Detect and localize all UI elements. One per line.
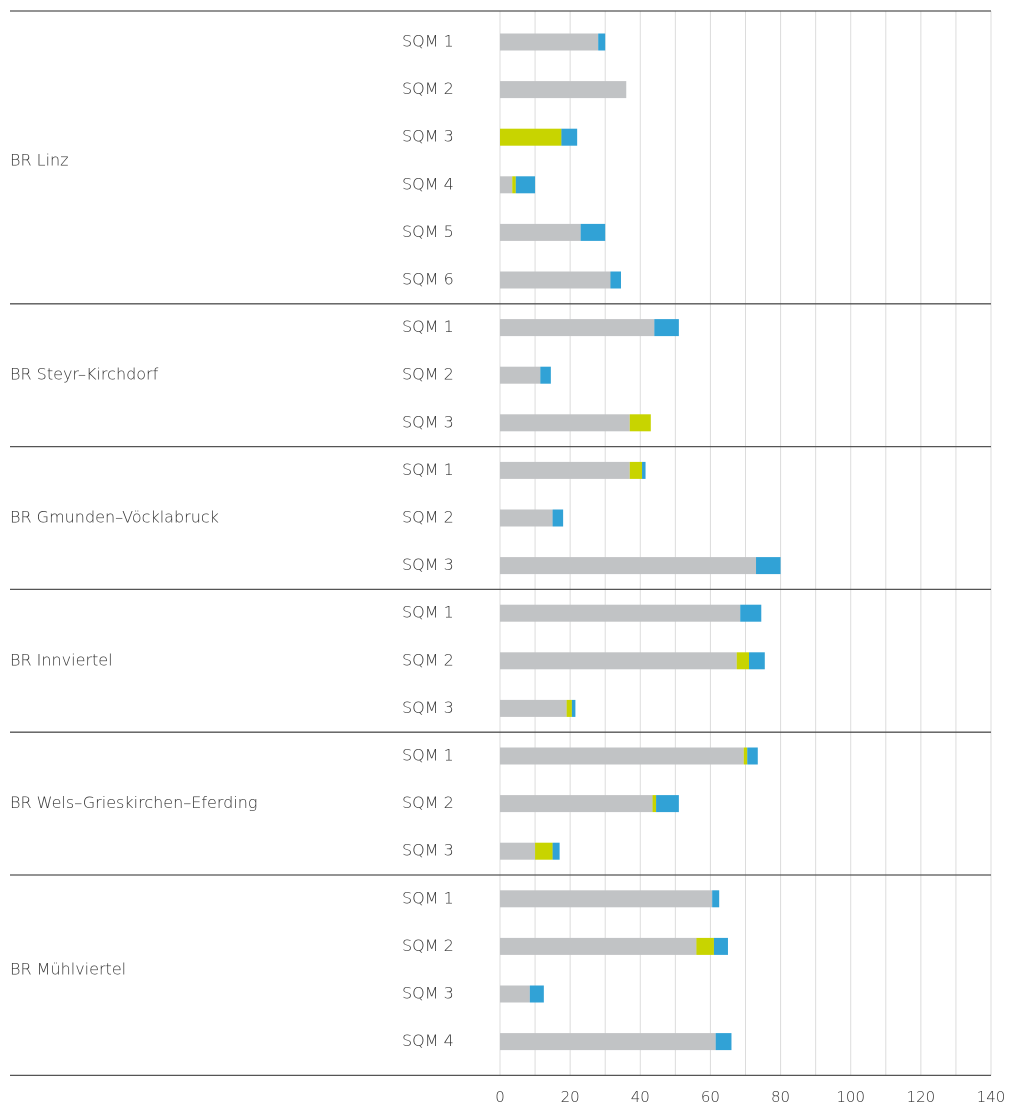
bar-segment xyxy=(500,557,757,575)
group-label: BR Steyr–Kirchdorf xyxy=(10,365,159,384)
category-label: SQM 2 xyxy=(402,936,454,955)
bar-segment xyxy=(512,176,516,194)
category-label: SQM 3 xyxy=(402,984,454,1003)
bar-segment xyxy=(500,509,553,527)
bar-segment xyxy=(629,461,643,479)
category-label: SQM 1 xyxy=(402,460,454,479)
bar-segment xyxy=(500,271,611,289)
bar-segment xyxy=(500,604,741,622)
bar-segment xyxy=(500,366,541,384)
bar-segment xyxy=(500,128,562,146)
group-label: BR Gmunden–Vöcklabruck xyxy=(10,508,219,527)
bar-segment xyxy=(747,747,758,765)
bar-segment xyxy=(500,176,513,194)
bar-segment xyxy=(500,81,627,99)
bar-segment xyxy=(629,414,651,432)
bar-segment xyxy=(500,937,697,955)
category-label: SQM 2 xyxy=(402,650,454,669)
bar-segment xyxy=(535,842,553,860)
bar-segment xyxy=(656,795,679,813)
bar-segment xyxy=(500,795,653,813)
bar-segment xyxy=(580,223,606,241)
category-label: SQM 6 xyxy=(402,270,454,289)
category-label: SQM 2 xyxy=(402,793,454,812)
bar-segment xyxy=(500,223,581,241)
bar-segment xyxy=(713,937,728,955)
bar-segment xyxy=(740,604,762,622)
bar-segment xyxy=(529,985,544,1003)
category-label: SQM 1 xyxy=(402,888,454,907)
bar-segment xyxy=(654,319,679,337)
category-label: SQM 1 xyxy=(402,317,454,336)
category-label: SQM 1 xyxy=(402,603,454,622)
category-label: SQM 4 xyxy=(402,1031,454,1050)
bar-segment xyxy=(571,699,576,717)
x-tick-label: 20 xyxy=(561,1088,580,1106)
bar-segment xyxy=(500,747,744,765)
group-label: BR Mühlviertel xyxy=(10,960,126,979)
category-label: SQM 1 xyxy=(402,746,454,765)
bar-segment xyxy=(610,271,621,289)
bar-segment xyxy=(500,985,530,1003)
bar-segment xyxy=(500,890,713,908)
bar-segment xyxy=(566,699,572,717)
bar-segment xyxy=(756,557,781,575)
bar-segment xyxy=(552,842,560,860)
bar-segment xyxy=(500,699,567,717)
bar-segment xyxy=(500,414,630,432)
category-label: SQM 2 xyxy=(402,79,454,98)
group-label: BR Wels–Grieskirchen–Eferding xyxy=(10,793,257,812)
bar-segment xyxy=(743,747,748,765)
x-tick-label: 120 xyxy=(907,1088,936,1106)
bar-segment xyxy=(500,842,536,860)
category-label: SQM 3 xyxy=(402,555,454,574)
bar-segment xyxy=(500,652,737,670)
bar-segment xyxy=(552,509,564,527)
category-label: SQM 3 xyxy=(402,841,454,860)
bar-segment xyxy=(652,795,657,813)
category-label: SQM 1 xyxy=(402,32,454,51)
bar-segment xyxy=(642,461,646,479)
bar-segment xyxy=(540,366,551,384)
bar-segment xyxy=(715,1033,732,1051)
category-label: SQM 3 xyxy=(402,127,454,146)
bar-segment xyxy=(736,652,750,670)
bar-segment xyxy=(500,1033,716,1051)
x-tick-label: 140 xyxy=(977,1088,1006,1106)
x-tick-label: 40 xyxy=(631,1088,650,1106)
bar-segment xyxy=(500,461,630,479)
bar-segment xyxy=(696,937,714,955)
bar-segment xyxy=(712,890,720,908)
bar-segment xyxy=(500,319,655,337)
bar-segment xyxy=(515,176,536,194)
bar-segment xyxy=(749,652,765,670)
x-tick-label: 100 xyxy=(836,1088,865,1106)
category-label: SQM 3 xyxy=(402,698,454,717)
bar-segment xyxy=(561,128,578,146)
x-tick-label: 0 xyxy=(495,1088,505,1106)
category-label: SQM 4 xyxy=(402,174,454,193)
x-tick-label: 80 xyxy=(771,1088,790,1106)
category-label: SQM 3 xyxy=(402,412,454,431)
x-tick-label: 60 xyxy=(701,1088,720,1106)
group-label: BR Innviertel xyxy=(10,650,113,669)
bar-segment xyxy=(598,33,606,51)
category-label: SQM 2 xyxy=(402,365,454,384)
category-label: SQM 2 xyxy=(402,508,454,527)
bar-segment xyxy=(500,33,599,51)
group-label: BR Linz xyxy=(10,151,69,170)
category-label: SQM 5 xyxy=(402,222,454,241)
